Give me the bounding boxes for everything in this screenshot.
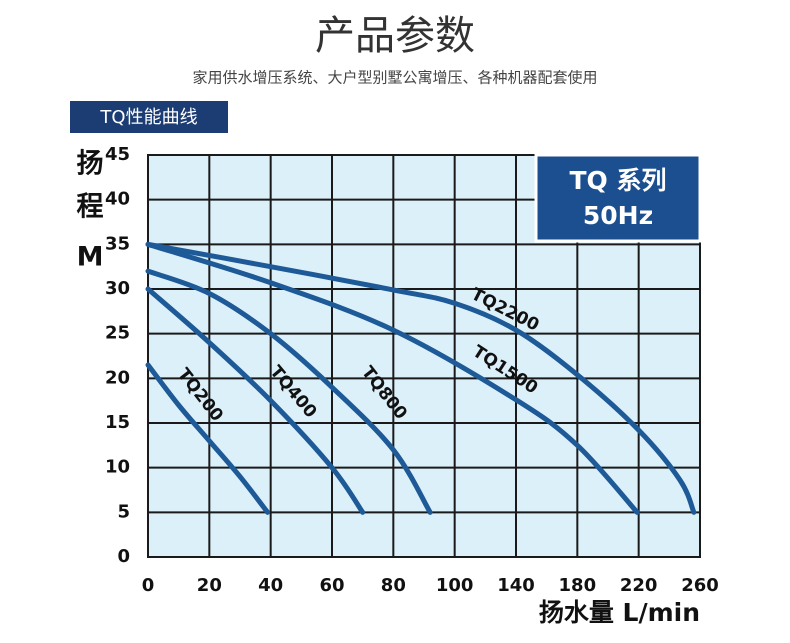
y-axis-label: 程 xyxy=(77,192,104,223)
y-tick-label: 30 xyxy=(105,278,130,299)
y-tick-label: 45 xyxy=(105,144,130,165)
box-title: TQ 系列 xyxy=(569,166,666,195)
section-bg xyxy=(70,101,228,133)
plot-border xyxy=(147,154,701,558)
curve xyxy=(145,268,433,515)
x-tick-label: 100 xyxy=(436,575,474,596)
y-tick-label: 40 xyxy=(105,189,130,210)
x-tick-label: 20 xyxy=(197,575,222,596)
y-axis-label: M xyxy=(77,242,104,273)
x-tick-label: 40 xyxy=(258,575,283,596)
x-tick-label: 260 xyxy=(681,575,719,596)
curve xyxy=(145,241,640,515)
x-tick-label: 140 xyxy=(497,575,535,596)
y-axis-label: 扬 xyxy=(77,149,104,180)
x-tick-label: 60 xyxy=(319,575,344,596)
page-title: 产品参数 xyxy=(315,13,475,59)
curve xyxy=(145,286,366,515)
y-tick-label: 35 xyxy=(105,233,130,254)
y-tick-label: 25 xyxy=(105,323,130,344)
series-box xyxy=(534,153,702,243)
section-label: TQ性能曲线 xyxy=(99,107,197,128)
y-tick-label: 15 xyxy=(105,412,130,433)
x-tick-label: 0 xyxy=(142,575,155,596)
curve xyxy=(145,362,271,515)
box-subtitle: 50Hz xyxy=(583,201,653,230)
page-subtitle: 家用供水增压系统、大户型别墅公寓增压、各种机器配套使用 xyxy=(192,69,597,87)
y-tick-label: 0 xyxy=(117,546,130,567)
x-axis-label: 扬水量 L/min xyxy=(539,598,700,627)
x-tick-label: 180 xyxy=(559,575,597,596)
curve xyxy=(145,241,697,515)
y-tick-label: 10 xyxy=(105,457,130,478)
x-tick-label: 80 xyxy=(381,575,406,596)
y-tick-label: 5 xyxy=(117,501,130,522)
y-tick-label: 20 xyxy=(105,367,130,388)
x-tick-label: 220 xyxy=(620,575,658,596)
